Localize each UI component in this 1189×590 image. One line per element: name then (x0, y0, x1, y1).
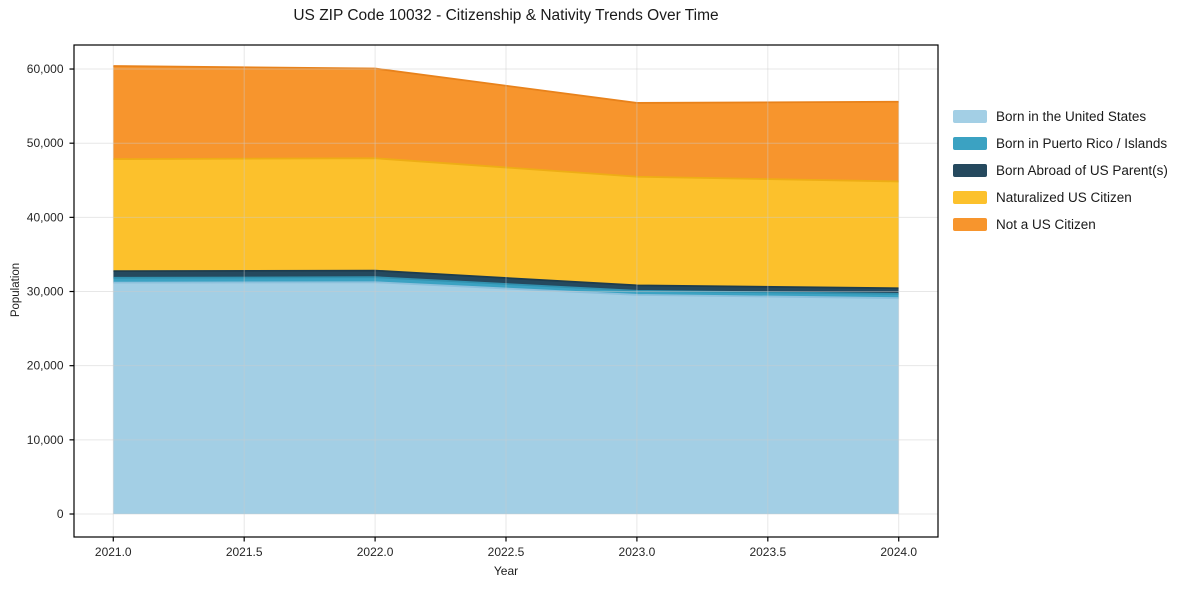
edge-line-born-abroad-of-us-parent-s (113, 269, 899, 290)
area-not-a-us-citizen (113, 66, 899, 182)
legend-swatch-icon (953, 110, 987, 123)
chart-title: US ZIP Code 10032 - Citizenship & Nativi… (293, 7, 719, 24)
x-tick-label: 2022.0 (357, 545, 394, 559)
legend-swatch-icon (953, 218, 987, 231)
y-tick-label: 0 (57, 507, 64, 521)
y-tick-label: 60,000 (27, 62, 64, 76)
legend-item-born-in-puerto-rico-islands: Born in Puerto Rico / Islands (953, 130, 1168, 157)
y-tick-label: 50,000 (27, 136, 64, 150)
x-tick-label: 2023.5 (749, 545, 786, 559)
legend-item-born-abroad-of-us-parent-s: Born Abroad of US Parent(s) (953, 157, 1168, 184)
edge-line-born-in-puerto-rico-islands (113, 276, 899, 295)
legend: Born in the United States Born in Puerto … (953, 103, 1168, 238)
legend-label: Born in the United States (996, 109, 1147, 124)
area-naturalized-us-citizen (113, 158, 899, 289)
legend-label: Born in Puerto Rico / Islands (996, 136, 1168, 151)
x-tick-label: 2023.0 (619, 545, 656, 559)
legend-item-naturalized-us-citizen: Naturalized US Citizen (953, 184, 1168, 211)
edge-line-born-in-the-united-states (113, 281, 899, 300)
edge-line-not-a-us-citizen (113, 65, 899, 104)
x-tick-label: 2021.0 (95, 545, 132, 559)
legend-item-not-a-us-citizen: Not a US Citizen (953, 211, 1168, 238)
y-tick-label: 10,000 (27, 433, 64, 447)
legend-label: Not a US Citizen (996, 217, 1096, 232)
y-tick-label: 30,000 (27, 285, 64, 299)
legend-item-born-in-the-united-states: Born in the United States (953, 103, 1168, 130)
legend-label: Born Abroad of US Parent(s) (996, 163, 1168, 178)
area-born-abroad-of-us-parent-s (113, 270, 899, 294)
x-axis-label: Year (493, 564, 519, 578)
x-tick-label: 2022.5 (488, 545, 525, 559)
legend-swatch-icon (953, 191, 987, 204)
edge-line-naturalized-us-citizen (113, 157, 899, 183)
legend-swatch-icon (953, 137, 987, 150)
x-tick-label: 2024.0 (880, 545, 917, 559)
area-born-in-the-united-states (113, 282, 899, 515)
legend-swatch-icon (953, 164, 987, 177)
x-tick-label: 2021.5 (226, 545, 263, 559)
y-axis-label: Population (10, 262, 22, 318)
y-tick-label: 40,000 (27, 210, 64, 224)
y-tick-label: 20,000 (27, 359, 64, 373)
legend-label: Naturalized US Citizen (996, 190, 1132, 205)
